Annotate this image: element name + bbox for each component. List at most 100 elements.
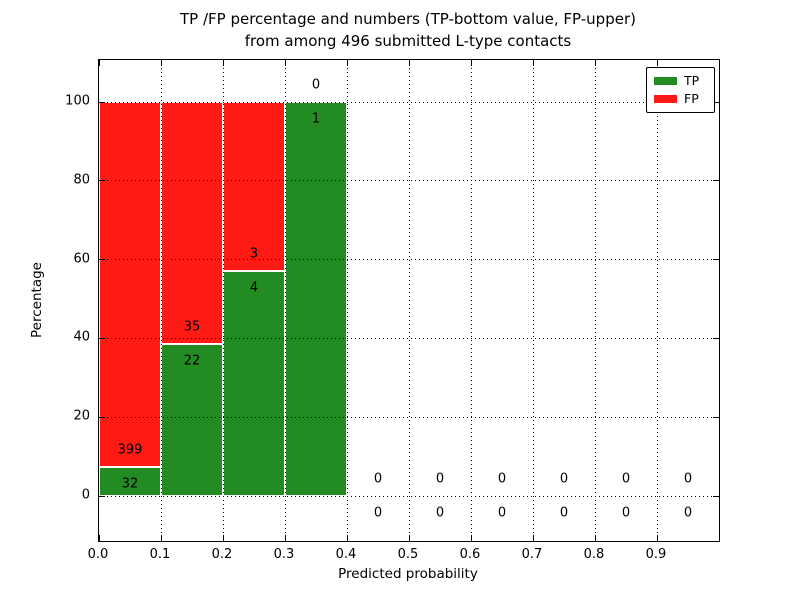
x-tick-label: 0.8 <box>583 547 605 562</box>
vertical-gridline <box>470 60 472 541</box>
fp-count-label: 0 <box>683 471 693 487</box>
y-tick-label: 60 <box>73 251 90 267</box>
x-tick-mark <box>470 535 472 541</box>
x-tick-mark <box>284 535 286 541</box>
vertical-gridline <box>594 60 596 541</box>
horizontal-gridline <box>99 180 719 182</box>
x-tick-label: 0.3 <box>273 547 295 562</box>
y-tick-mark <box>713 180 719 182</box>
horizontal-gridline <box>99 337 719 339</box>
fp-count-label: 0 <box>621 471 631 487</box>
vertical-gridline <box>160 60 162 541</box>
y-tick-mark <box>713 416 719 418</box>
x-tick-mark <box>160 535 162 541</box>
x-tick-label: 0.0 <box>87 547 109 562</box>
x-tick-mark <box>222 535 224 541</box>
fp-count-label: 0 <box>497 471 507 487</box>
chart-title-line2: from among 496 submitted L-type contacts <box>244 32 572 50</box>
fp-bar <box>161 102 223 344</box>
x-tick-label: 0.9 <box>645 547 667 562</box>
tp-swatch-icon <box>654 77 677 85</box>
tp-count-label: 1 <box>311 111 321 127</box>
tp-count-label: 0 <box>435 505 445 521</box>
y-tick-mark <box>713 495 719 497</box>
horizontal-gridline <box>99 495 719 497</box>
tp-count-label: 0 <box>559 505 569 521</box>
vertical-gridline <box>408 60 410 541</box>
tp-count-label: 0 <box>373 505 383 521</box>
chart-title-line1: TP /FP percentage and numbers (TP-bottom… <box>180 10 636 28</box>
x-tick-label: 0.2 <box>211 547 233 562</box>
tp-bar <box>99 466 161 496</box>
x-tick-label: 0.1 <box>149 547 171 562</box>
x-tick-mark <box>532 535 534 541</box>
x-tick-mark <box>408 60 410 66</box>
vertical-gridline <box>284 60 286 541</box>
y-tick-mark <box>99 259 105 261</box>
fp-count-label: 0 <box>435 471 445 487</box>
legend-label-fp: FP <box>684 90 699 106</box>
y-axis-label: Percentage <box>29 261 46 338</box>
plot-area: 399 32 35 22 3 4 0 1 0 0 0 0 0 0 0 0 0 0 0 0 <box>98 59 720 542</box>
fp-swatch-icon <box>654 95 677 103</box>
legend-item-fp: FP <box>654 90 707 106</box>
chart-title: TP /FP percentage and numbers (TP-bottom… <box>98 8 718 52</box>
tp-bar <box>285 102 347 496</box>
y-tick-mark <box>713 259 719 261</box>
x-tick-mark <box>284 60 286 66</box>
x-tick-mark <box>594 535 596 541</box>
x-tick-mark <box>346 60 348 66</box>
y-tick-mark <box>99 416 105 418</box>
y-tick-mark <box>713 101 719 103</box>
x-tick-label: 0.5 <box>397 547 419 562</box>
vertical-gridline <box>222 60 224 541</box>
y-tick-label: 20 <box>73 408 90 424</box>
x-tick-mark <box>656 60 658 66</box>
horizontal-gridline <box>99 259 719 261</box>
y-tick-mark <box>99 495 105 497</box>
fp-count-label: 0 <box>373 471 383 487</box>
x-tick-label: 0.6 <box>459 547 481 562</box>
legend-label-tp: TP <box>684 72 700 88</box>
legend: TP FP <box>646 67 715 113</box>
fp-bar <box>223 102 285 271</box>
tp-count-label: 4 <box>249 280 259 296</box>
vertical-gridline <box>346 60 348 541</box>
tp-count-label: 0 <box>497 505 507 521</box>
y-tick-label: 100 <box>65 93 90 109</box>
legend-item-tp: TP <box>654 72 707 88</box>
tp-count-label: 32 <box>121 476 139 492</box>
x-tick-mark <box>532 60 534 66</box>
tp-bar <box>161 343 223 496</box>
x-tick-mark <box>346 535 348 541</box>
fp-count-label: 0 <box>559 471 569 487</box>
x-tick-mark <box>470 60 472 66</box>
fp-bar <box>99 102 161 467</box>
x-tick-mark <box>160 60 162 66</box>
x-tick-mark <box>98 535 100 541</box>
x-tick-mark <box>656 535 658 541</box>
horizontal-gridline <box>99 101 719 103</box>
vertical-gridline <box>656 60 658 541</box>
fp-count-label: 0 <box>311 77 321 93</box>
tp-count-label: 0 <box>621 505 631 521</box>
x-tick-label: 0.7 <box>521 547 543 562</box>
fp-count-label: 399 <box>117 442 143 458</box>
fp-count-label: 3 <box>249 246 259 262</box>
vertical-gridline <box>532 60 534 541</box>
horizontal-gridline <box>99 416 719 418</box>
y-tick-mark <box>99 101 105 103</box>
tp-count-label: 22 <box>183 353 201 369</box>
y-tick-mark <box>713 337 719 339</box>
y-tick-mark <box>99 337 105 339</box>
x-tick-mark <box>594 60 596 66</box>
fp-count-label: 35 <box>183 319 201 335</box>
y-tick-label: 40 <box>73 329 90 345</box>
x-tick-mark <box>408 535 410 541</box>
x-tick-mark <box>98 60 100 66</box>
x-tick-label: 0.4 <box>335 547 357 562</box>
x-tick-mark <box>222 60 224 66</box>
y-tick-label: 80 <box>73 172 90 188</box>
